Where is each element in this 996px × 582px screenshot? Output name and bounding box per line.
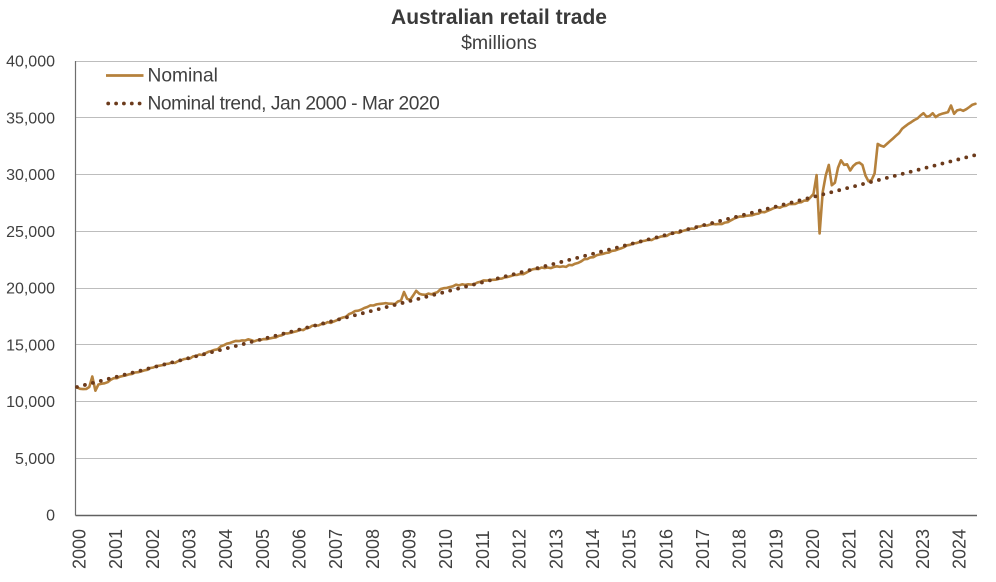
svg-text:2000: 2000	[70, 529, 90, 569]
svg-text:15,000: 15,000	[6, 337, 55, 354]
svg-text:Nominal trend, Jan 2000 - Mar: Nominal trend, Jan 2000 - Mar 2020	[148, 94, 440, 115]
svg-text:2006: 2006	[290, 529, 310, 569]
svg-text:25,000: 25,000	[6, 224, 55, 241]
svg-text:2005: 2005	[253, 529, 273, 569]
svg-text:Nominal: Nominal	[148, 66, 218, 87]
svg-text:2017: 2017	[693, 529, 713, 569]
svg-text:2023: 2023	[913, 529, 933, 569]
svg-text:2014: 2014	[583, 529, 603, 569]
svg-text:20,000: 20,000	[6, 281, 55, 298]
svg-text:40,000: 40,000	[6, 54, 55, 71]
svg-text:$millions: $millions	[461, 32, 537, 54]
svg-text:2009: 2009	[400, 529, 420, 569]
svg-text:2001: 2001	[106, 529, 126, 569]
svg-text:10,000: 10,000	[6, 394, 55, 411]
svg-text:2008: 2008	[363, 529, 383, 569]
svg-text:2013: 2013	[546, 529, 566, 569]
svg-text:2011: 2011	[473, 530, 493, 569]
svg-text:2022: 2022	[876, 529, 896, 569]
svg-text:0: 0	[46, 508, 55, 525]
svg-text:2021: 2021	[840, 529, 860, 569]
svg-text:2007: 2007	[326, 529, 346, 569]
svg-text:2018: 2018	[730, 529, 750, 569]
svg-text:Australian retail trade: Australian retail trade	[391, 6, 607, 29]
svg-text:2019: 2019	[766, 529, 786, 569]
svg-text:2024: 2024	[950, 529, 970, 569]
svg-text:2016: 2016	[656, 529, 676, 569]
svg-text:2003: 2003	[180, 529, 200, 569]
svg-text:5,000: 5,000	[15, 451, 55, 468]
svg-text:30,000: 30,000	[6, 167, 55, 184]
svg-text:35,000: 35,000	[6, 111, 55, 128]
svg-text:2015: 2015	[620, 529, 640, 569]
svg-text:2020: 2020	[803, 529, 823, 569]
svg-text:2010: 2010	[436, 529, 456, 569]
svg-text:2012: 2012	[510, 529, 530, 569]
svg-text:2002: 2002	[143, 529, 163, 569]
svg-text:2004: 2004	[216, 529, 236, 569]
